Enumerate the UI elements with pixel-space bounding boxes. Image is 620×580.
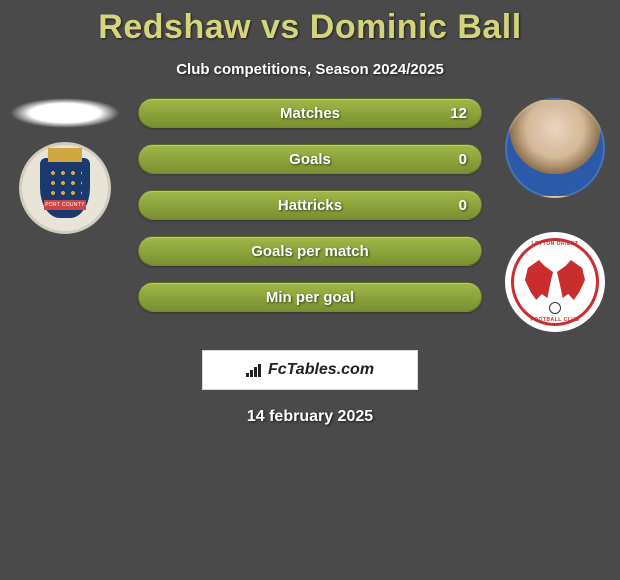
crest-right-text-bottom: FOOTBALL CLUB: [531, 317, 580, 323]
crest-left-banner: PORT COUNTY: [44, 200, 86, 210]
stat-label: Goals per match: [251, 243, 369, 260]
brand-text: FcTables.com: [268, 361, 374, 379]
crest-left-shield: PORT COUNTY: [40, 158, 90, 218]
stat-value-right: 0: [459, 151, 467, 168]
right-column: LEYTON ORIENT FOOTBALL CLUB: [500, 98, 610, 332]
stat-row-matches: Matches 12: [138, 98, 482, 128]
dragon-icon: [557, 260, 585, 300]
brand-box[interactable]: FcTables.com: [202, 350, 418, 390]
player-right-avatar: [505, 98, 605, 198]
club-crest-right: LEYTON ORIENT FOOTBALL CLUB: [505, 232, 605, 332]
crest-right-text-top: LEYTON ORIENT: [532, 241, 579, 247]
stat-label: Matches: [280, 105, 340, 122]
bar-chart-icon: [246, 363, 264, 377]
stat-row-goals: Goals 0: [138, 144, 482, 174]
crest-left-crown: [48, 148, 82, 162]
comparison-card: Redshaw vs Dominic Ball Club competition…: [0, 0, 620, 426]
stat-label: Goals: [289, 151, 331, 168]
stat-row-goals-per-match: Goals per match: [138, 236, 482, 266]
player-left-avatar-placeholder: [10, 98, 120, 128]
page-title: Redshaw vs Dominic Ball: [0, 8, 620, 47]
stat-row-min-per-goal: Min per goal: [138, 282, 482, 312]
left-column: PORT COUNTY: [10, 98, 120, 234]
date-text: 14 february 2025: [0, 408, 620, 426]
main-row: PORT COUNTY Matches 12 Goals 0 Hattricks…: [0, 98, 620, 332]
stat-row-hattricks: Hattricks 0: [138, 190, 482, 220]
stat-value-right: 0: [459, 197, 467, 214]
subtitle: Club competitions, Season 2024/2025: [0, 61, 620, 78]
football-icon: [549, 302, 561, 314]
stat-label: Min per goal: [266, 289, 354, 306]
crest-left-pattern: [48, 168, 82, 202]
stats-column: Matches 12 Goals 0 Hattricks 0 Goals per…: [138, 98, 482, 312]
club-crest-left: PORT COUNTY: [19, 142, 111, 234]
stat-value-right: 12: [450, 105, 467, 122]
dragon-icon: [525, 260, 553, 300]
stat-label: Hattricks: [278, 197, 342, 214]
